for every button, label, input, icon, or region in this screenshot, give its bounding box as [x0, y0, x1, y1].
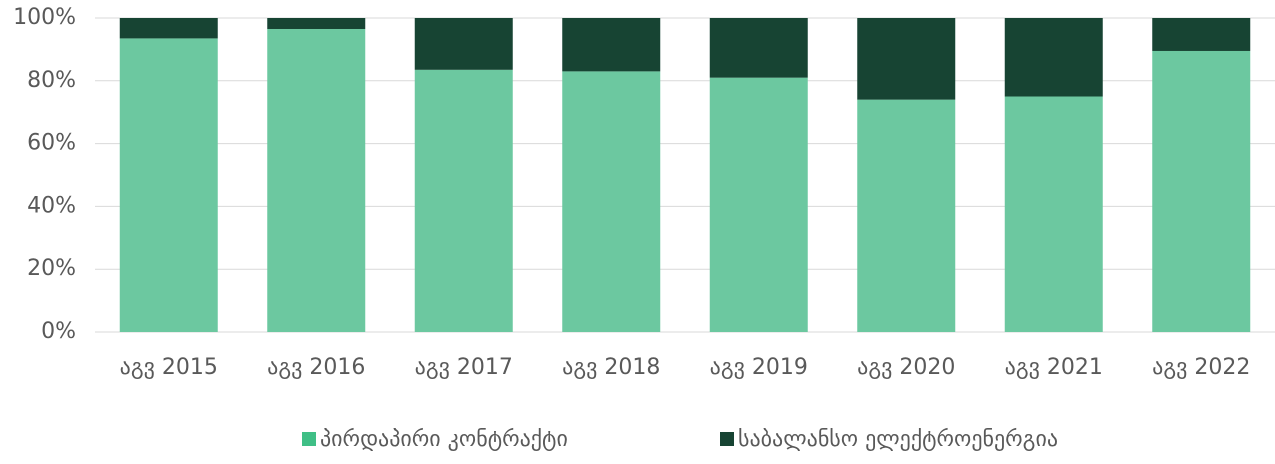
y-tick-label: 20% — [27, 256, 76, 281]
x-tick-label: აგვ 2016 — [267, 355, 365, 380]
legend-swatch — [720, 432, 734, 446]
x-tick-label: აგვ 2022 — [1152, 355, 1250, 380]
bar-segment — [709, 18, 808, 78]
bar-segment — [1004, 96, 1103, 332]
x-tick-label: აგვ 2017 — [415, 355, 513, 380]
bar-segment — [119, 38, 218, 332]
x-tick-label: აგვ 2018 — [562, 355, 660, 380]
bar-segment — [1004, 18, 1103, 97]
legend-label: საბალანსო ელექტროენერგია — [738, 427, 1058, 452]
y-tick-label: 100% — [13, 5, 76, 30]
bar-segment — [857, 99, 956, 332]
y-tick-label: 60% — [27, 131, 76, 156]
legend-label: პირდაპირი კონტრაქტი — [320, 427, 568, 452]
bar-segment — [709, 77, 808, 332]
y-tick-label: 40% — [27, 193, 76, 218]
y-tick-label: 80% — [27, 68, 76, 93]
bar-segment — [414, 69, 513, 332]
bar-segment — [119, 18, 218, 39]
bar-segment — [267, 18, 366, 29]
bar-segment — [414, 18, 513, 70]
x-tick-label: აგვ 2019 — [710, 355, 808, 380]
x-tick-label: აგვ 2020 — [857, 355, 955, 380]
bar-segment — [1152, 50, 1251, 332]
x-tick-label: აგვ 2015 — [120, 355, 218, 380]
bar-segment — [1152, 18, 1251, 51]
y-tick-label: 0% — [41, 319, 76, 344]
x-tick-label: აგვ 2021 — [1005, 355, 1103, 380]
legend-swatch — [302, 432, 316, 446]
bar-segment — [562, 18, 661, 72]
bar-segment — [267, 28, 366, 333]
bar-segment — [562, 71, 661, 332]
bar-segment — [857, 18, 956, 100]
